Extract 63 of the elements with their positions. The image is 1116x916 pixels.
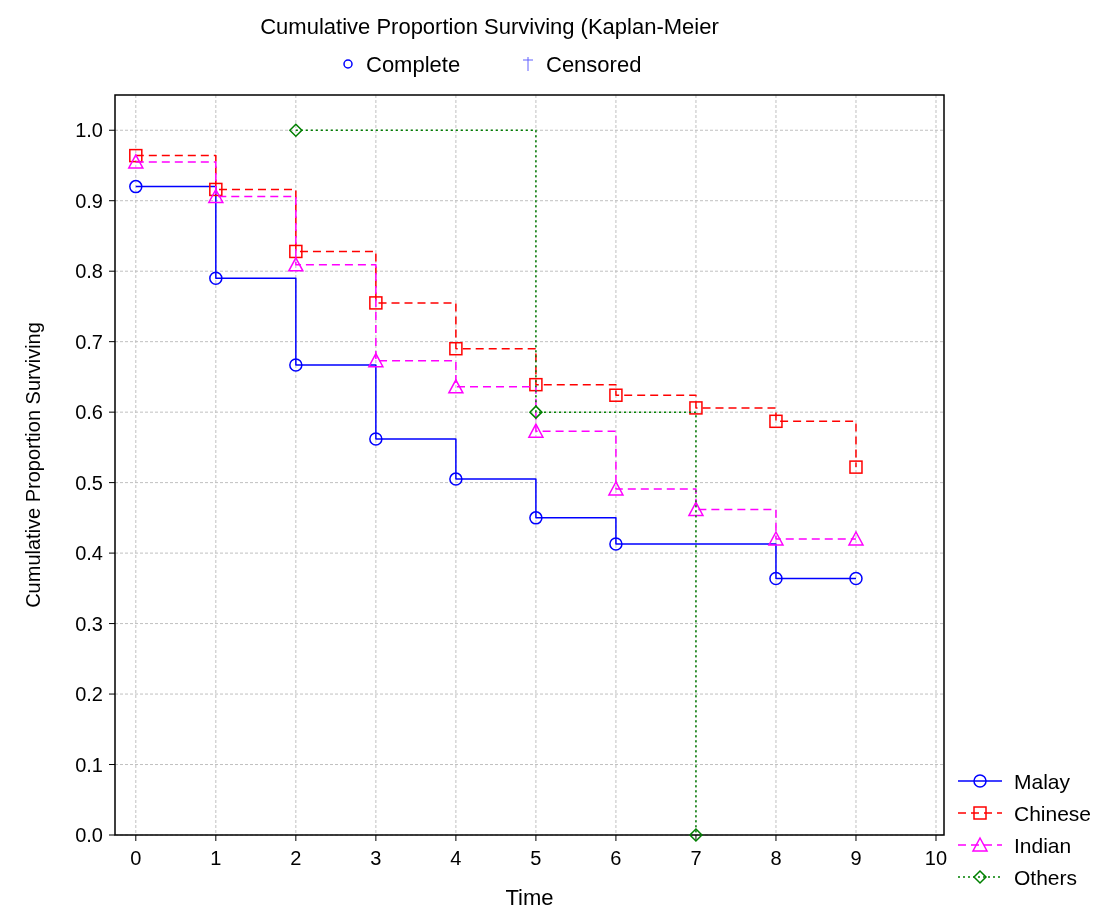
point	[369, 296, 383, 310]
point	[529, 377, 543, 392]
point	[528, 423, 544, 438]
point	[849, 460, 863, 474]
y-tick-label: 0.2	[75, 683, 103, 706]
y-tick-label: 0.8	[75, 260, 103, 283]
x-tick-label: 4	[450, 847, 462, 869]
point	[289, 244, 303, 259]
y-axis-title: Cumulative Proportion Surviving	[22, 322, 44, 608]
point	[689, 828, 703, 842]
point	[609, 537, 623, 551]
point	[289, 358, 303, 372]
point	[208, 188, 224, 204]
y-tick-label: 0.6	[75, 401, 103, 424]
point	[209, 271, 223, 285]
x-tick-label: 6	[610, 847, 622, 869]
x-tick-label: 7	[690, 847, 702, 869]
x-tick-label: 1	[210, 847, 222, 869]
point	[449, 472, 463, 486]
text: Censored	[546, 52, 642, 77]
point	[289, 123, 303, 137]
legend-label: Others	[1014, 866, 1078, 889]
point	[609, 388, 623, 402]
point	[209, 182, 223, 197]
y-tick-label: 0.9	[75, 189, 103, 212]
point	[769, 571, 783, 586]
point	[129, 148, 143, 163]
chart-title: Cumulative Proportion Surviving (Kaplan-Meier	[260, 14, 719, 39]
point	[369, 432, 383, 446]
x-tick-label: 8	[770, 847, 782, 869]
point	[128, 154, 144, 169]
point	[848, 531, 864, 546]
legend-label: Malay	[1014, 770, 1071, 793]
point	[368, 352, 384, 368]
x-tick-label: 3	[370, 847, 382, 869]
x-tick-label: 2	[290, 847, 302, 869]
y-tick-label: 0.7	[75, 330, 103, 353]
point	[529, 405, 543, 419]
point	[608, 481, 624, 496]
point	[768, 531, 784, 546]
text: Complete	[366, 52, 461, 77]
point	[288, 257, 304, 272]
point	[689, 401, 703, 415]
x-tick-label: 9	[850, 847, 862, 869]
point	[849, 571, 863, 586]
y-tick-label: 0.4	[75, 542, 103, 565]
y-tick-label: 1.0	[75, 119, 103, 142]
y-tick-label: 0.0	[75, 824, 103, 846]
y-tick-label: 0.3	[75, 612, 103, 635]
point	[769, 414, 783, 429]
x-tick-label: 5	[530, 847, 542, 869]
point	[529, 511, 543, 525]
y-tick-label: 0.1	[75, 753, 103, 776]
x-tick-label: 10	[924, 847, 948, 869]
x-axis-title: Time	[505, 885, 554, 910]
point	[448, 379, 464, 394]
point	[449, 341, 463, 356]
x-tick-label: 0	[130, 847, 142, 869]
y-tick-label: 0.5	[75, 471, 103, 494]
point	[129, 179, 143, 194]
legend-label: Chinese	[1014, 802, 1092, 825]
legend-label: Indian	[1014, 834, 1072, 857]
point	[688, 501, 704, 517]
